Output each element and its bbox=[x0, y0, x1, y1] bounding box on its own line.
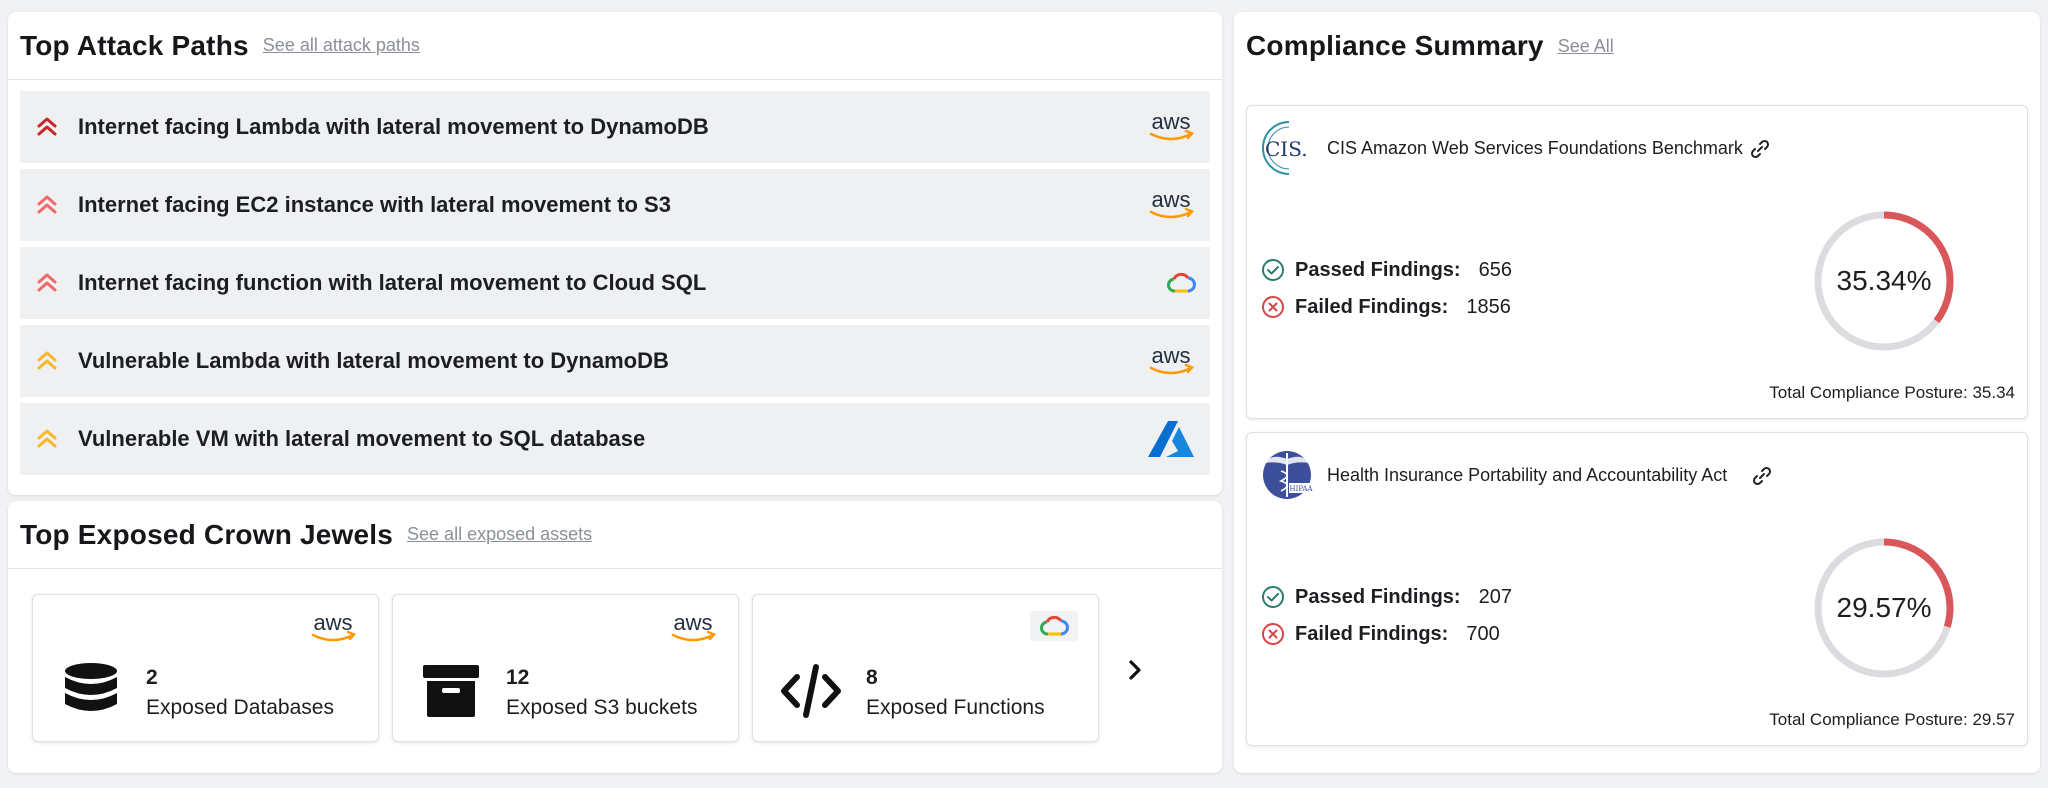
see-all-attack-paths-link[interactable]: See all attack paths bbox=[262, 35, 420, 55]
failed-findings-label: Failed Findings: bbox=[1295, 622, 1449, 645]
passed-findings-row: Passed Findings: 207 bbox=[1261, 585, 1512, 609]
cis-logo-text: CIS. bbox=[1265, 137, 1308, 161]
passed-findings-value: 656 bbox=[1478, 258, 1512, 281]
database-icon bbox=[65, 663, 117, 711]
compliance-framework-tile[interactable]: HIPAA Health Insurance Portability and A… bbox=[1246, 432, 2028, 746]
attack-path-row[interactable]: Internet facing Lambda with lateral move… bbox=[20, 91, 1210, 163]
archive-box-icon bbox=[423, 665, 479, 717]
failed-findings-value: 700 bbox=[1466, 622, 1500, 645]
aws-logo-icon: aws bbox=[1149, 188, 1195, 219]
exposed-functions-count: 8 bbox=[866, 666, 878, 689]
google-cloud-logo-icon bbox=[1167, 272, 1196, 293]
google-cloud-logo-icon bbox=[1030, 611, 1078, 641]
gauge-fill-arc bbox=[1814, 538, 1954, 678]
exposed-databases-count: 2 bbox=[146, 666, 158, 689]
exposed-functions-tile[interactable]: 8 Exposed Functions bbox=[752, 594, 1099, 742]
exposed-s3-label: Exposed S3 buckets bbox=[506, 696, 698, 719]
medium-severity-icon bbox=[37, 351, 57, 370]
x-circle-icon bbox=[1262, 296, 1284, 318]
aws-logo-icon: aws bbox=[311, 611, 357, 642]
see-all-exposed-assets-link[interactable]: See all exposed assets bbox=[407, 524, 593, 544]
check-circle-icon bbox=[1262, 259, 1284, 281]
link-icon[interactable] bbox=[1749, 138, 1771, 160]
see-all-compliance-link[interactable]: See All bbox=[1557, 35, 1614, 56]
attack-path-label: Vulnerable VM with lateral movement to S… bbox=[78, 426, 646, 451]
crown-jewels-title: Top Exposed Crown Jewels bbox=[20, 518, 394, 550]
compliance-percent: 29.57% bbox=[1836, 592, 1932, 623]
attack-path-label: Internet facing Lambda with lateral move… bbox=[78, 114, 709, 139]
cis-logo-icon: CIS. bbox=[1262, 121, 1308, 175]
medium-severity-icon bbox=[37, 429, 57, 448]
attack-paths-title: Top Attack Paths bbox=[20, 29, 249, 61]
azure-logo-icon bbox=[1148, 421, 1194, 457]
gauge-fill-arc bbox=[1814, 211, 1954, 351]
svg-text:aws: aws bbox=[313, 611, 352, 635]
passed-findings-label: Passed Findings: bbox=[1295, 258, 1461, 281]
exposed-databases-tile[interactable]: aws 2 Exposed Databases bbox=[32, 594, 379, 742]
passed-findings-label: Passed Findings: bbox=[1295, 585, 1461, 608]
svg-text:aws: aws bbox=[1151, 110, 1190, 134]
exposed-functions-label: Exposed Functions bbox=[866, 696, 1045, 719]
aws-logo-icon: aws bbox=[1149, 110, 1195, 141]
high-severity-icon bbox=[37, 273, 57, 292]
critical-severity-icon bbox=[37, 117, 57, 136]
attack-path-row[interactable]: Internet facing function with lateral mo… bbox=[20, 247, 1210, 319]
total-compliance-posture: Total Compliance Posture: 29.57 bbox=[1769, 710, 2015, 729]
svg-text:aws: aws bbox=[673, 611, 712, 635]
compliance-percent: 35.34% bbox=[1836, 265, 1932, 296]
attack-paths-list: Internet facing Lambda with lateral move… bbox=[8, 91, 1222, 475]
code-icon bbox=[781, 664, 841, 718]
attack-path-row[interactable]: Vulnerable Lambda with lateral movement … bbox=[20, 325, 1210, 397]
attack-paths-card: Top Attack Paths See all attack paths In… bbox=[8, 12, 1222, 495]
exposed-s3-count: 12 bbox=[506, 666, 530, 689]
attack-path-row[interactable]: Internet facing EC2 instance with latera… bbox=[20, 169, 1210, 241]
chevron-right-icon[interactable] bbox=[1122, 657, 1148, 683]
failed-findings-row: Failed Findings: 700 bbox=[1261, 622, 1500, 646]
svg-text:aws: aws bbox=[1151, 344, 1190, 368]
compliance-title: Compliance Summary bbox=[1246, 30, 1544, 61]
compliance-gauge bbox=[1814, 538, 1954, 678]
failed-findings-row: Failed Findings: 1856 bbox=[1261, 295, 1511, 319]
framework-name: Health Insurance Portability and Account… bbox=[1327, 465, 1728, 485]
failed-findings-label: Failed Findings: bbox=[1295, 295, 1449, 318]
compliance-header: Compliance Summary See All bbox=[1234, 12, 2040, 80]
framework-name: CIS Amazon Web Services Foundations Benc… bbox=[1327, 138, 1743, 158]
hipaa-logo-text: HIPAA bbox=[1289, 485, 1313, 493]
total-compliance-posture: Total Compliance Posture: 35.34 bbox=[1769, 383, 2015, 402]
attack-paths-header: Top Attack Paths See all attack paths bbox=[8, 12, 1222, 80]
exposed-s3-buckets-tile[interactable]: aws 12 Exposed S3 buckets bbox=[392, 594, 739, 742]
attack-path-label: Internet facing function with lateral mo… bbox=[78, 270, 707, 295]
passed-findings-value: 207 bbox=[1478, 585, 1512, 608]
svg-text:aws: aws bbox=[1151, 188, 1190, 212]
x-circle-icon bbox=[1262, 623, 1284, 645]
exposed-databases-label: Exposed Databases bbox=[146, 696, 334, 719]
high-severity-icon bbox=[37, 195, 57, 214]
hipaa-logo-icon: HIPAA bbox=[1263, 451, 1313, 499]
crown-jewels-card: Top Exposed Crown Jewels See all exposed… bbox=[8, 501, 1222, 773]
aws-logo-icon: aws bbox=[1149, 344, 1195, 375]
compliance-framework-tile[interactable]: CIS. CIS Amazon Web Services Foundations… bbox=[1246, 105, 2028, 419]
attack-path-label: Vulnerable Lambda with lateral movement … bbox=[78, 348, 669, 373]
compliance-summary-card: Compliance Summary See All CIS. CIS Amaz… bbox=[1234, 12, 2040, 773]
compliance-gauge bbox=[1814, 211, 1954, 351]
crown-jewels-header: Top Exposed Crown Jewels See all exposed… bbox=[8, 501, 1222, 569]
failed-findings-value: 1856 bbox=[1466, 295, 1511, 318]
passed-findings-row: Passed Findings: 656 bbox=[1261, 258, 1512, 282]
aws-logo-icon: aws bbox=[671, 611, 717, 642]
attack-path-label: Internet facing EC2 instance with latera… bbox=[78, 192, 671, 217]
attack-path-row[interactable]: Vulnerable VM with lateral movement to S… bbox=[20, 403, 1210, 475]
check-circle-icon bbox=[1262, 586, 1284, 608]
link-icon[interactable] bbox=[1751, 465, 1773, 487]
